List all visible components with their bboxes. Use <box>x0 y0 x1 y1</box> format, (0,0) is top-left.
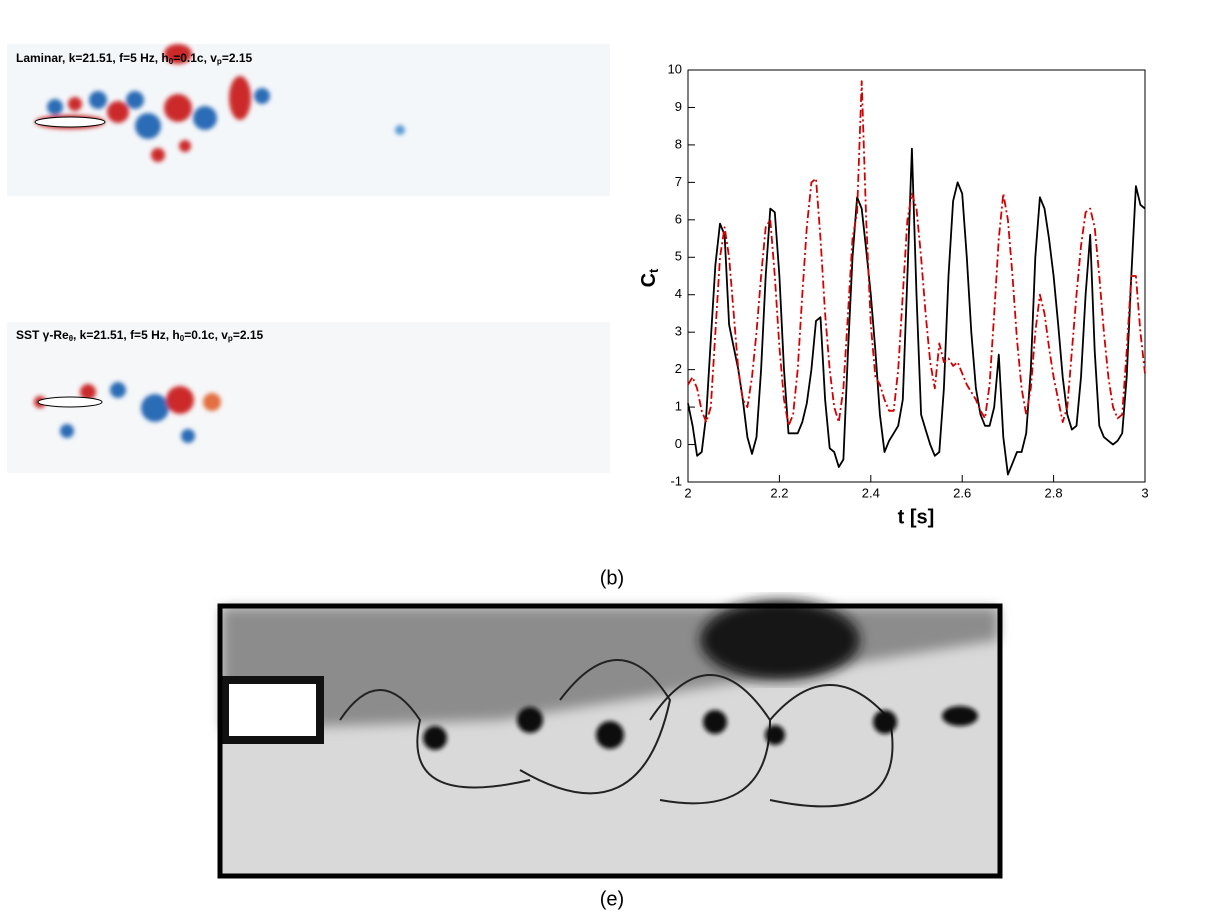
x-axis-label: t [s] <box>898 506 935 528</box>
y-tick-label: 3 <box>675 324 682 339</box>
caption-text: SST γ-Re <box>16 328 69 342</box>
y-tick-label: 5 <box>675 249 682 264</box>
caption-subscript: θ <box>69 334 73 343</box>
panel-label: (e) <box>600 888 624 910</box>
sim-caption: Laminar, k=21.51, f=5 Hz, h0=0.1c, vp=2.… <box>16 51 253 66</box>
sim-sst <box>7 322 610 473</box>
x-tick-label: 3 <box>1141 485 1148 500</box>
y-tick-label: 7 <box>675 174 682 189</box>
caption-text: =0.1c, v <box>184 328 228 342</box>
y-tick-label: 4 <box>675 286 682 301</box>
caption-text: Laminar, k=21.51, f=5 Hz, h <box>16 51 169 65</box>
y-tick-label: 9 <box>675 99 682 114</box>
caption-subscript: p <box>217 57 222 66</box>
x-tick-label: 2.2 <box>770 485 788 500</box>
y-tick-label: -1 <box>670 473 682 488</box>
data-line <box>687 147 1146 476</box>
y-label-part: t <box>646 268 661 273</box>
data-line <box>687 80 1146 427</box>
sim-laminar <box>7 44 610 196</box>
y-tick-label: 1 <box>675 399 682 414</box>
y-tick-label: 2 <box>675 361 682 376</box>
y-tick-label: 8 <box>675 136 682 151</box>
caption-text: =2.15 <box>222 51 253 65</box>
y-tick-label: 10 <box>668 61 682 76</box>
x-tick-label: 2 <box>684 485 691 500</box>
caption-text: =0.1c, v <box>173 51 217 65</box>
caption-text: =2.15 <box>233 328 264 342</box>
x-tick-label: 2.8 <box>1045 485 1063 500</box>
caption-text: , k=21.51, f=5 Hz, h <box>73 328 180 342</box>
x-tick-label: 2.6 <box>953 485 971 500</box>
x-tick-label: 2.4 <box>862 485 880 500</box>
experiment-photo <box>217 600 1003 879</box>
caption-subscript: p <box>228 334 233 343</box>
y-tick-label: 0 <box>675 436 682 451</box>
panel-label: (b) <box>600 567 624 589</box>
caption-subscript: 0 <box>180 334 185 343</box>
y-tick-label: 6 <box>675 211 682 226</box>
plot-frame <box>687 69 1146 483</box>
caption-subscript: 0 <box>169 57 174 66</box>
y-axis-label: Ct <box>638 268 661 287</box>
sim-caption: SST γ-Reθ, k=21.51, f=5 Hz, h0=0.1c, vp=… <box>16 328 264 343</box>
y-label-part: C <box>638 273 660 287</box>
